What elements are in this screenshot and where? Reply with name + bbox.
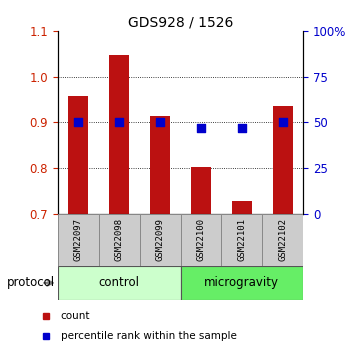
Text: microgravity: microgravity <box>204 276 279 289</box>
Point <box>157 120 163 125</box>
Text: protocol: protocol <box>7 276 55 289</box>
Text: GSM22098: GSM22098 <box>115 218 123 261</box>
Text: count: count <box>61 311 90 321</box>
Text: control: control <box>99 276 140 289</box>
Text: percentile rank within the sample: percentile rank within the sample <box>61 332 237 341</box>
Bar <box>232 201 252 214</box>
Bar <box>58 214 99 266</box>
Point <box>280 120 286 125</box>
Title: GDS928 / 1526: GDS928 / 1526 <box>128 16 233 30</box>
Bar <box>191 167 211 214</box>
Point <box>198 125 204 131</box>
Point <box>239 125 245 131</box>
Bar <box>150 116 170 214</box>
Point <box>116 120 122 125</box>
Bar <box>180 266 303 300</box>
Bar <box>109 55 129 214</box>
Text: GSM22102: GSM22102 <box>278 218 287 261</box>
Text: GSM22101: GSM22101 <box>238 218 246 261</box>
Bar <box>58 266 180 300</box>
Bar <box>273 107 293 214</box>
Text: GSM22100: GSM22100 <box>196 218 205 261</box>
Text: GSM22099: GSM22099 <box>156 218 165 261</box>
Bar <box>99 214 140 266</box>
Bar <box>180 214 221 266</box>
Bar <box>140 214 180 266</box>
Bar <box>68 96 88 214</box>
Point <box>75 120 81 125</box>
Text: GSM22097: GSM22097 <box>74 218 83 261</box>
Bar <box>262 214 303 266</box>
Bar <box>221 214 262 266</box>
